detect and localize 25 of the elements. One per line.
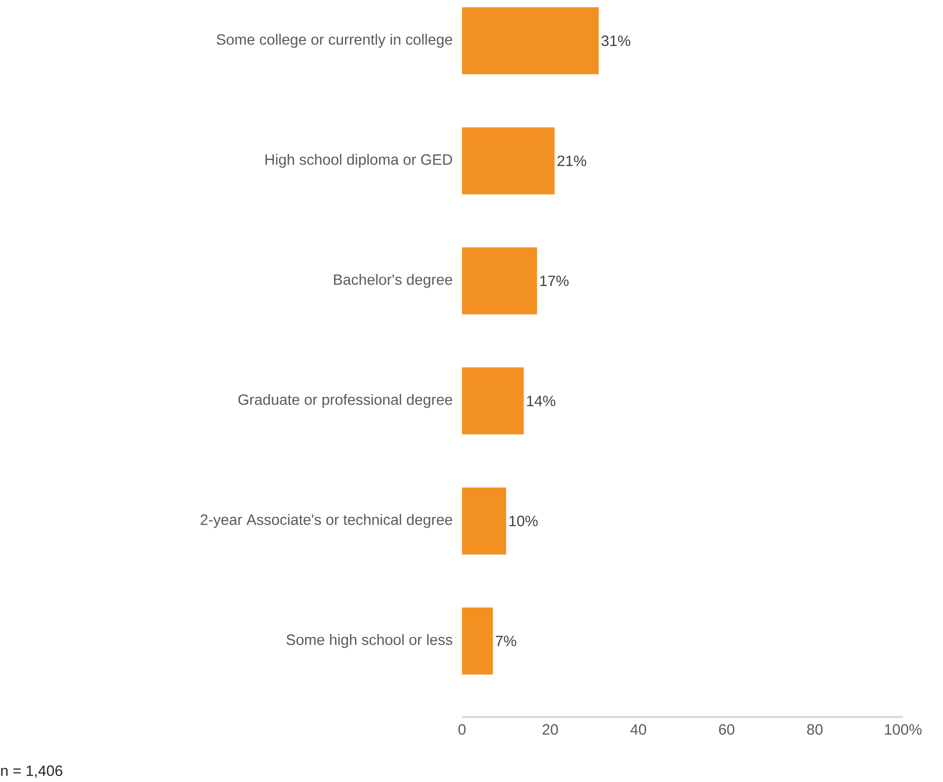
x-tick-label: 60 <box>719 724 734 735</box>
bar <box>462 127 555 194</box>
x-tick-label: 100% <box>885 724 922 735</box>
data-label: 14% <box>527 396 556 406</box>
bar <box>462 487 506 554</box>
x-tick-label: 0 <box>458 724 466 735</box>
x-tick-label: 20 <box>542 724 558 735</box>
bar <box>462 247 537 314</box>
data-label: 31% <box>601 36 630 46</box>
data-label: 17% <box>540 276 569 286</box>
x-tick-label: 80 <box>807 724 823 735</box>
bar <box>462 367 524 434</box>
y-tick-label: Bachelor's degree <box>334 274 452 288</box>
y-tick-label: Graduate or professional degree <box>238 394 452 408</box>
y-tick-label: Some college or currently in college <box>216 34 452 48</box>
y-tick-label: High school diploma or GED <box>266 154 452 168</box>
y-tick-label: 2-year Associate's or technical degree <box>200 514 452 528</box>
bar <box>462 7 599 74</box>
x-tick-label: 40 <box>630 724 646 735</box>
text: n = 1,406 <box>1 765 62 778</box>
data-label: 21% <box>558 156 586 166</box>
data-label: 10% <box>509 516 538 526</box>
y-tick-label: Some high school or less <box>286 634 452 648</box>
data-label: 7% <box>496 636 516 646</box>
bar <box>462 608 493 675</box>
